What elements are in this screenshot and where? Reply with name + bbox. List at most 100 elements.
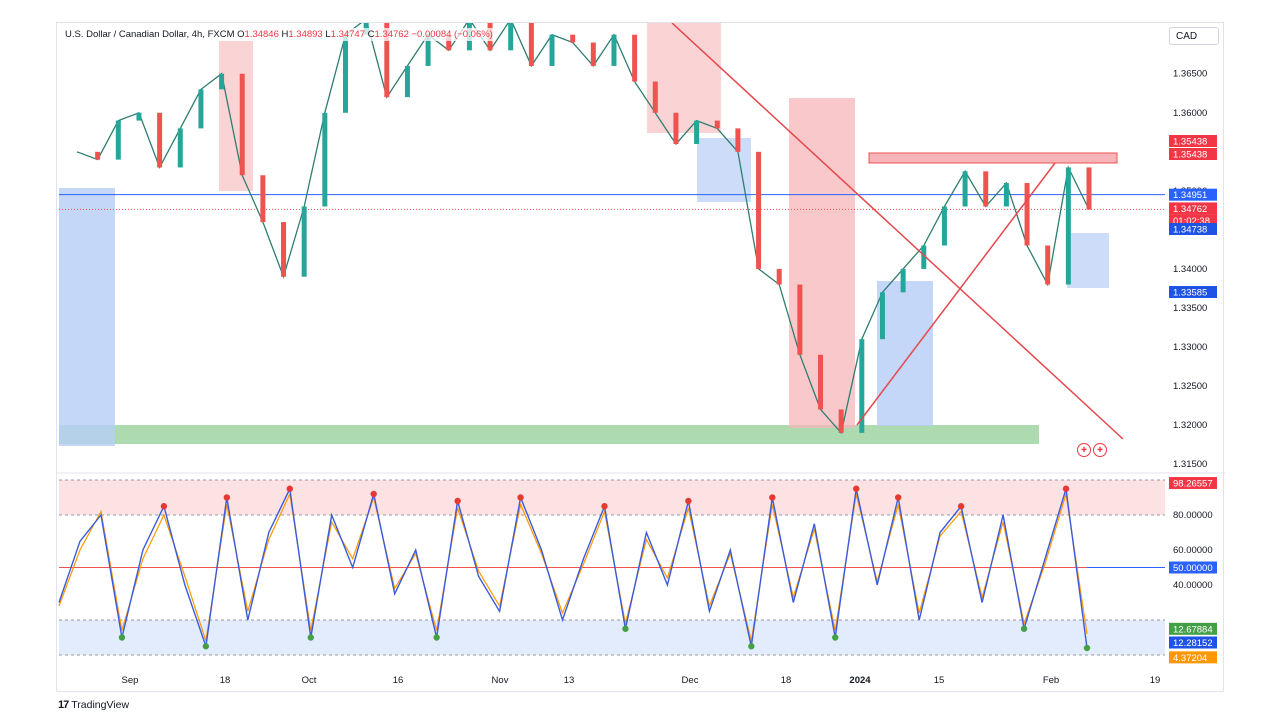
supply-zone (647, 23, 721, 133)
tradingview-mark-icon: 17 (58, 699, 69, 711)
bear-candle (714, 120, 720, 129)
oversold-signal-dot (1020, 625, 1028, 632)
price-tick-label: 1.36500 (1173, 69, 1207, 80)
bull-candle (611, 34, 617, 66)
bear-candle (1045, 245, 1051, 285)
bear-candle (95, 151, 101, 160)
bull-candle (1003, 183, 1009, 207)
price-tick-label: 1.33000 (1173, 342, 1207, 353)
bull-candle (859, 339, 865, 433)
time-tick-label: Feb (1043, 675, 1059, 686)
oversold-signal-dot (307, 634, 314, 641)
signal-b-badge: 12.28152 (1173, 638, 1213, 649)
bull-candle (1065, 167, 1071, 285)
bull-candle (962, 171, 968, 207)
bull-candle (322, 112, 328, 207)
tradingview-brand: TradingView (71, 699, 130, 711)
time-tick-label: Dec (682, 675, 699, 686)
demand-zone (697, 138, 751, 202)
bear-candle (446, 34, 452, 51)
last-price-badge-bg (1169, 202, 1217, 215)
bear-candle (818, 354, 824, 410)
chart-frame[interactable]: 1.365001.360001.355001.350001.345001.340… (56, 22, 1225, 693)
bull-candle (177, 128, 183, 168)
signal-b-badge-bg (1169, 636, 1217, 649)
oversold-signal-dot (202, 643, 210, 650)
oscillator-tick-label: 80.00000 (1173, 510, 1213, 521)
time-tick-label: 18 (781, 675, 792, 686)
tradingview-logo[interactable]: 17 TradingView (58, 699, 129, 711)
canada-event-icon[interactable]: ✚ (1093, 443, 1107, 457)
overbought-signal-dot (223, 494, 231, 501)
oversold-zone (59, 620, 1165, 655)
zone-top-badge-bg (1169, 135, 1217, 147)
overbought-signal-dot (454, 497, 461, 505)
overbought-badge: 98.26557 (1173, 479, 1213, 490)
bear-candle (673, 112, 679, 145)
time-tick-label: 19 (1150, 675, 1161, 686)
bear-candle (281, 222, 287, 277)
overbought-signal-dot (601, 503, 608, 510)
change-value: −0.00084 (−0.06%) (411, 29, 493, 40)
time-tick-label: 18 (220, 675, 231, 686)
bear-candle (1086, 167, 1092, 210)
resistance-zone (868, 152, 1118, 164)
bull-candle (198, 89, 204, 129)
bear-candle (1024, 183, 1030, 246)
time-tick-label: 16 (393, 675, 404, 686)
overbought-zone (59, 480, 1165, 515)
overbought-signal-dot (370, 490, 377, 498)
level-badge-bg (1169, 188, 1217, 201)
bear-candle (260, 175, 266, 223)
bull-candle (404, 65, 410, 98)
time-tick-label: Oct (302, 675, 317, 686)
bear-candle (776, 268, 782, 285)
bear-candle (570, 34, 576, 43)
canada-event-icon[interactable]: ✚ (1077, 443, 1091, 457)
bull-candle (115, 120, 121, 160)
bear-candle (157, 112, 163, 168)
bear-candle (756, 151, 762, 269)
ascending-trendline (856, 162, 1056, 426)
currency-button[interactable]: CAD (1169, 27, 1219, 45)
bull-candle (879, 292, 885, 340)
level-badge: 1.34951 (1173, 190, 1207, 201)
overbought-badge-bg (1169, 477, 1217, 490)
demand-zone (59, 188, 115, 446)
chart-canvas[interactable]: 1.365001.360001.355001.350001.345001.340… (57, 23, 1225, 693)
midline-badge-bg (1169, 561, 1217, 574)
zone-bottom-badge: 1.35438 (1173, 150, 1207, 161)
bear-candle (528, 23, 534, 66)
demand-zone (877, 281, 933, 426)
descending-trendline (671, 23, 1124, 440)
bear-candle (838, 409, 844, 433)
midline-badge: 50.00000 (1173, 563, 1213, 574)
support-zone (59, 425, 1039, 444)
bull-candle (136, 112, 142, 121)
time-tick-label: Nov (492, 675, 509, 686)
time-tick-label: 15 (934, 675, 945, 686)
symbol-title: U.S. Dollar / Canadian Dollar, 4h, FXCM (65, 29, 235, 40)
bull-candle (342, 34, 348, 113)
overbought-signal-dot (286, 485, 293, 492)
economic-events[interactable]: ✚ ✚ (1077, 443, 1107, 457)
bull-candle (425, 34, 431, 66)
price-tick-label: 1.32500 (1173, 381, 1207, 392)
overbought-signal-dot (517, 494, 524, 501)
countdown-badge: 01:02:38 (1173, 216, 1210, 227)
open-label: O (237, 29, 245, 40)
overbought-signal-dot (853, 485, 860, 492)
oversold-signal-dot (748, 643, 755, 650)
overbought-signal-dot (769, 494, 776, 501)
level-low-2-badge: 1.33585 (1173, 288, 1207, 299)
bear-candle (384, 23, 390, 98)
bear-candle (632, 34, 638, 82)
bull-candle (941, 206, 947, 246)
price-tick-label: 1.32000 (1173, 420, 1207, 431)
bull-candle (694, 120, 700, 145)
low-label: L (325, 29, 331, 40)
demand-zone (1067, 233, 1109, 288)
bear-candle (590, 42, 596, 66)
zone-bottom-badge-bg (1169, 148, 1217, 160)
price-tick-label: 1.34000 (1173, 264, 1207, 275)
